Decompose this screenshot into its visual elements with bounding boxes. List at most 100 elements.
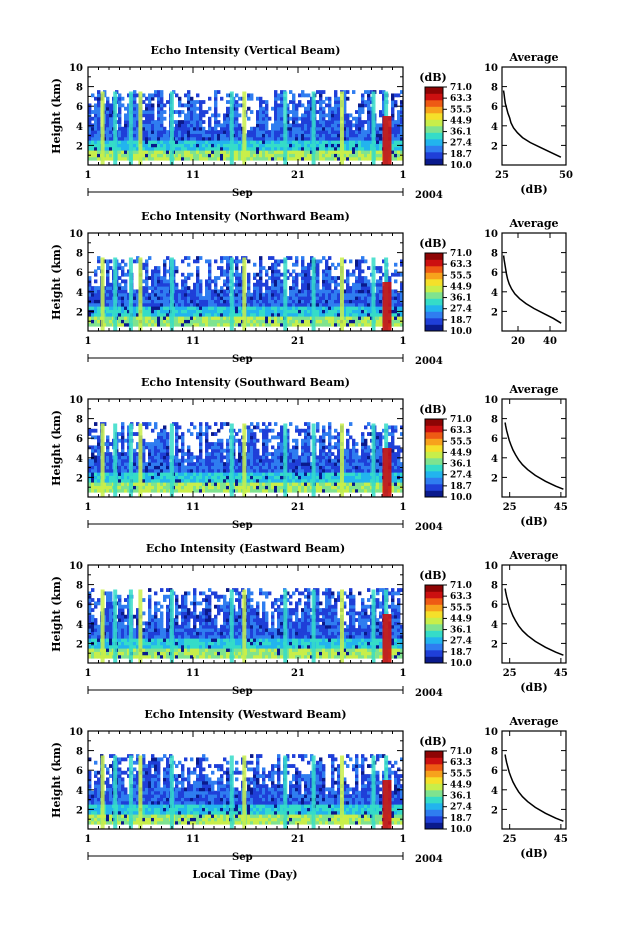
echo-cell bbox=[214, 458, 218, 463]
echo-cell bbox=[235, 256, 239, 260]
echo-cell bbox=[220, 289, 224, 294]
echo-cell bbox=[184, 452, 188, 456]
echo-cell bbox=[199, 482, 203, 486]
echo-cell bbox=[280, 302, 284, 307]
echo-cell bbox=[226, 272, 230, 277]
echo-cell bbox=[337, 309, 341, 314]
colorbar-unit: (dB) bbox=[419, 237, 446, 250]
echo-cell bbox=[319, 292, 323, 297]
echo-cell bbox=[280, 113, 284, 118]
echo-cell bbox=[91, 485, 95, 490]
echo-cell bbox=[196, 462, 200, 466]
echo-cell bbox=[199, 103, 203, 108]
echo-cell bbox=[379, 276, 383, 280]
echo-cell bbox=[190, 455, 194, 460]
echo-cell bbox=[379, 292, 383, 297]
echo-cell bbox=[157, 319, 161, 324]
echo-cell bbox=[97, 455, 101, 460]
echo-cell bbox=[238, 468, 242, 473]
echo-cell bbox=[358, 262, 362, 267]
echo-cell bbox=[94, 485, 98, 490]
echo-cell bbox=[274, 468, 278, 473]
echo-cell bbox=[286, 485, 290, 490]
echo-cell bbox=[178, 126, 182, 131]
echo-cell bbox=[382, 100, 386, 104]
echo-cell bbox=[292, 319, 296, 324]
echo-cell bbox=[217, 442, 221, 446]
echo-cell bbox=[253, 488, 257, 493]
echo-cell bbox=[256, 316, 260, 320]
echo-cell bbox=[136, 455, 140, 460]
echo-cell bbox=[121, 462, 125, 466]
echo-cell bbox=[301, 153, 305, 158]
echo-cell bbox=[355, 259, 359, 264]
echo-cell bbox=[253, 312, 257, 317]
echo-cell bbox=[106, 279, 110, 284]
echo-cell bbox=[136, 312, 140, 317]
echo-cell bbox=[397, 319, 401, 324]
echo-cell bbox=[277, 488, 281, 493]
echo-cell bbox=[319, 90, 323, 94]
echo-cell bbox=[250, 306, 254, 310]
echo-cell bbox=[181, 488, 185, 493]
echo-cell bbox=[154, 478, 158, 483]
echo-cell bbox=[160, 306, 164, 310]
echo-cell bbox=[307, 465, 311, 470]
echo-cell bbox=[160, 445, 164, 450]
echo-cell bbox=[268, 286, 272, 290]
echo-cell bbox=[202, 306, 206, 310]
echo-cell bbox=[109, 116, 113, 121]
echo-cell bbox=[121, 266, 125, 270]
echo-cell bbox=[157, 312, 161, 317]
echo-cell bbox=[181, 472, 185, 476]
echo-cell bbox=[307, 93, 311, 98]
echo-cell bbox=[217, 428, 221, 433]
echo-cell bbox=[151, 133, 155, 138]
echo-cell bbox=[400, 262, 404, 267]
echo-cell bbox=[121, 488, 125, 493]
echo-cell bbox=[151, 485, 155, 490]
echo-cell bbox=[124, 136, 128, 141]
echo-cell bbox=[388, 276, 392, 280]
echo-cell bbox=[235, 156, 239, 161]
echo-cell bbox=[325, 120, 329, 124]
echo-cell bbox=[247, 136, 251, 141]
echo-cell bbox=[358, 136, 362, 141]
echo-cell bbox=[196, 488, 200, 493]
echo-cell bbox=[199, 478, 203, 483]
echo-cell bbox=[235, 113, 239, 118]
echo-cell bbox=[121, 130, 125, 134]
echo-cell bbox=[205, 442, 209, 446]
echo-cell bbox=[391, 292, 395, 297]
echo-cell bbox=[268, 475, 272, 480]
echo-cell bbox=[151, 110, 155, 114]
echo-cell bbox=[121, 322, 125, 327]
echo-cell bbox=[103, 478, 107, 483]
echo-cell bbox=[238, 113, 242, 118]
echo-cell bbox=[235, 259, 239, 264]
echo-cell bbox=[235, 130, 239, 134]
echo-cell bbox=[358, 309, 362, 314]
colorbar-swatch bbox=[425, 298, 443, 306]
echo-cell bbox=[292, 123, 296, 128]
echo-cell bbox=[187, 472, 191, 476]
colorbar-tick-label: 71.0 bbox=[450, 249, 472, 259]
echo-cell bbox=[133, 156, 137, 161]
echo-cell bbox=[124, 133, 128, 138]
echo-cell bbox=[346, 90, 350, 94]
echo-cell bbox=[205, 110, 209, 114]
echo-cell bbox=[142, 468, 146, 473]
echo-cell bbox=[121, 485, 125, 490]
echo-cell bbox=[223, 306, 227, 310]
echo-cell bbox=[220, 143, 224, 148]
echo-cell bbox=[106, 100, 110, 104]
echo-cell bbox=[397, 272, 401, 277]
echo-cell bbox=[220, 266, 224, 270]
echo-cell bbox=[274, 93, 278, 98]
echo-cell bbox=[163, 143, 167, 148]
echo-cell bbox=[364, 90, 368, 94]
colorbar-swatch bbox=[425, 93, 443, 101]
echo-cell bbox=[205, 140, 209, 144]
echo-cell bbox=[331, 322, 335, 327]
echo-cell bbox=[148, 292, 152, 297]
